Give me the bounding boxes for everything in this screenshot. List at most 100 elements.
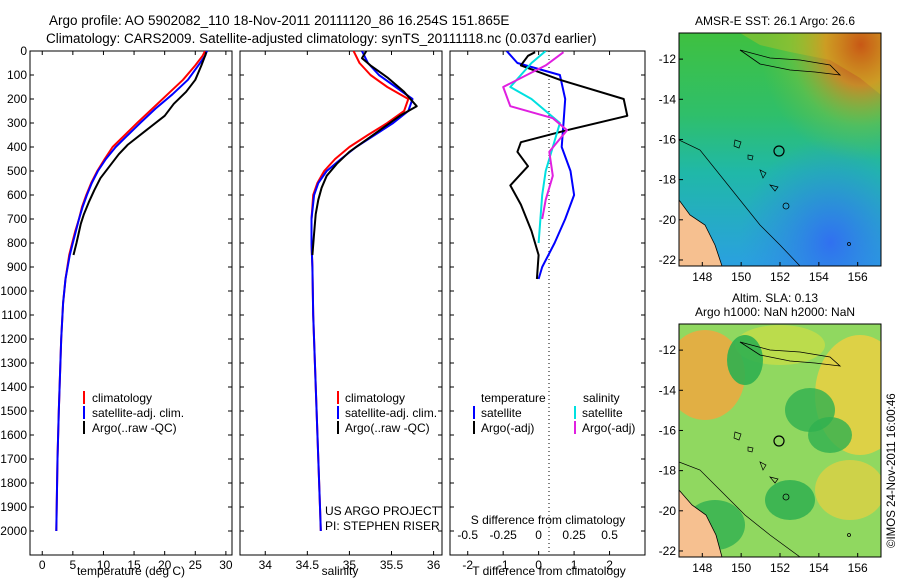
series-argo-raw-qc <box>311 51 418 256</box>
reef-circle <box>782 202 790 210</box>
x-tick-label: 5 <box>70 558 77 572</box>
depth-tick-label: 1400 <box>0 380 27 394</box>
s-difference-ticks: -0.5 -0.25 0 0.25 0.5 <box>457 528 618 542</box>
sla-land <box>679 489 723 557</box>
s-tick-label: -0.5 <box>457 528 478 542</box>
temperature-x-axis: 0 5 10 15 20 25 30 <box>39 51 233 572</box>
temperature-series <box>55 51 208 532</box>
sst-map <box>679 33 881 266</box>
depth-tick-label: 600 <box>7 188 27 202</box>
sst-warm-band <box>679 33 881 95</box>
depth-tick-label: 700 <box>7 212 27 226</box>
map-y-tick-label: -18 <box>659 173 677 187</box>
depth-tick-label: 1200 <box>0 332 27 346</box>
map-x-tick-label: 148 <box>692 270 712 284</box>
salinity-panel-frame <box>239 50 443 556</box>
map-y-tick-label: -22 <box>659 253 677 267</box>
x-tick-label: 30 <box>219 558 233 572</box>
legend-label-t-argo: Argo(-adj) <box>481 421 534 435</box>
s-tick-label: 0 <box>535 528 542 542</box>
sla-map-axes: 148 150 152 154 156 -12 -14 -16 -18 -20 -22 <box>659 343 868 575</box>
s-tick-label: -0.25 <box>490 528 518 542</box>
depth-tick-label: 500 <box>7 164 27 178</box>
x-tick-label: -2 <box>462 558 473 572</box>
s-tick-label: 0.25 <box>562 528 586 542</box>
x-tick-label: 35 <box>343 558 357 572</box>
map-x-tick-label: 156 <box>848 270 868 284</box>
sla-map <box>679 324 881 557</box>
legend-header-temperature: temperature <box>481 391 546 405</box>
difference-series <box>502 51 629 280</box>
t-difference-label: T difference from climatology <box>472 564 626 578</box>
legend-label-climatology: climatology <box>345 391 405 405</box>
salinity-legend: climatology satellite-adj. clim. Argo(..… <box>337 391 437 435</box>
legend-label-s-satellite: satellite <box>582 406 623 420</box>
map-y-tick-label: -12 <box>659 52 677 66</box>
sla-shelf-contour <box>679 461 801 557</box>
sla-reef-coast <box>739 341 842 367</box>
x-tick-label: 15 <box>127 558 141 572</box>
difference-x-axis: -2 -1 0 1 2 <box>462 51 613 572</box>
temperature-xlabel: temperature (deg C) <box>77 564 185 578</box>
title-line-1: Argo profile: AO 5902082_110 18-Nov-2011… <box>49 13 509 28</box>
temperature-legend: climatology satellite-adj. clim. Argo(..… <box>83 391 184 435</box>
salinity-series <box>310 51 418 532</box>
s-difference-label: S difference from climatology <box>471 513 626 527</box>
sst-warm-region <box>679 33 881 266</box>
argo-position-marker <box>773 435 785 447</box>
series-temperature-satellite <box>505 51 576 280</box>
series-satellite-adj-clim <box>310 51 414 532</box>
legend-label-argo: Argo(..raw -QC) <box>92 421 177 435</box>
legend-label-t-satellite: satellite <box>481 406 522 420</box>
sla-low-1 <box>727 335 763 385</box>
imos-timestamp: ©IMOS 24-Nov-2011 16:00:46 <box>886 393 898 548</box>
depth-tick-label: 1300 <box>0 356 27 370</box>
depth-tick-label: 100 <box>7 68 27 82</box>
series-climatology <box>55 51 206 532</box>
depth-tick-label: 1500 <box>0 404 27 418</box>
series-salinity-argo-adj <box>502 51 568 220</box>
sla-high-southeast <box>815 460 881 520</box>
x-tick-label: 36 <box>427 558 441 572</box>
map-y-tick-label: -14 <box>659 383 677 397</box>
x-tick-label: 1 <box>571 558 578 572</box>
x-tick-label: 2 <box>606 558 613 572</box>
sla-low-3 <box>808 417 852 453</box>
depth-tick-label: 1800 <box>0 476 27 490</box>
map-y-tick-label: -20 <box>659 504 677 518</box>
map-x-tick-label: 152 <box>770 561 790 575</box>
depth-tick-label: 400 <box>7 140 27 154</box>
series-temperature-argo-adj <box>509 51 629 280</box>
sst-reef-coast <box>739 49 842 76</box>
depth-tick-label: 300 <box>7 116 27 130</box>
depth-tick-label: 1100 <box>1 308 27 322</box>
map-y-tick-label: -14 <box>659 92 677 106</box>
reef-dot <box>847 242 851 246</box>
s-tick-label: 0.5 <box>601 528 618 542</box>
depth-axis: 0 100 200 300 400 500 600 700 800 900 1000 1100 1200… <box>0 44 645 538</box>
sla-map-subtitle: Argo h1000: NaN h2000: NaN <box>695 305 855 319</box>
sst-reefs <box>733 139 779 192</box>
legend-label-satellite: satellite-adj. clim. <box>345 406 437 420</box>
sst-map-axes: 148 150 152 154 156 -12 -14 -16 -18 -20 -22 <box>659 52 868 284</box>
series-argo-raw-qc <box>72 51 208 256</box>
map-x-tick-label: 150 <box>731 561 751 575</box>
title-line-2: Climatology: CARS2009. Satellite-adjuste… <box>46 31 597 46</box>
salinity-xlabel: salinity <box>322 564 359 578</box>
sst-shelf-contour <box>679 139 801 266</box>
depth-tick-label: 2000 <box>0 524 27 538</box>
sst-map-title: AMSR-E SST: 26.1 Argo: 26.6 <box>695 14 855 28</box>
argo-position-marker <box>773 145 785 157</box>
depth-tick-label: 1900 <box>0 500 27 514</box>
difference-panel-frame <box>449 50 646 556</box>
depth-tick-label: 1600 <box>0 428 27 442</box>
depth-tick-label: 1000 <box>0 284 27 298</box>
reef-dot <box>847 533 851 537</box>
depth-tick-label: 1700 <box>0 452 27 466</box>
depth-tick-label: 900 <box>7 260 27 274</box>
map-x-tick-label: 150 <box>731 270 751 284</box>
sla-reefs <box>733 431 779 484</box>
x-tick-label: 35.5 <box>380 558 404 572</box>
x-tick-label: 25 <box>189 558 203 572</box>
